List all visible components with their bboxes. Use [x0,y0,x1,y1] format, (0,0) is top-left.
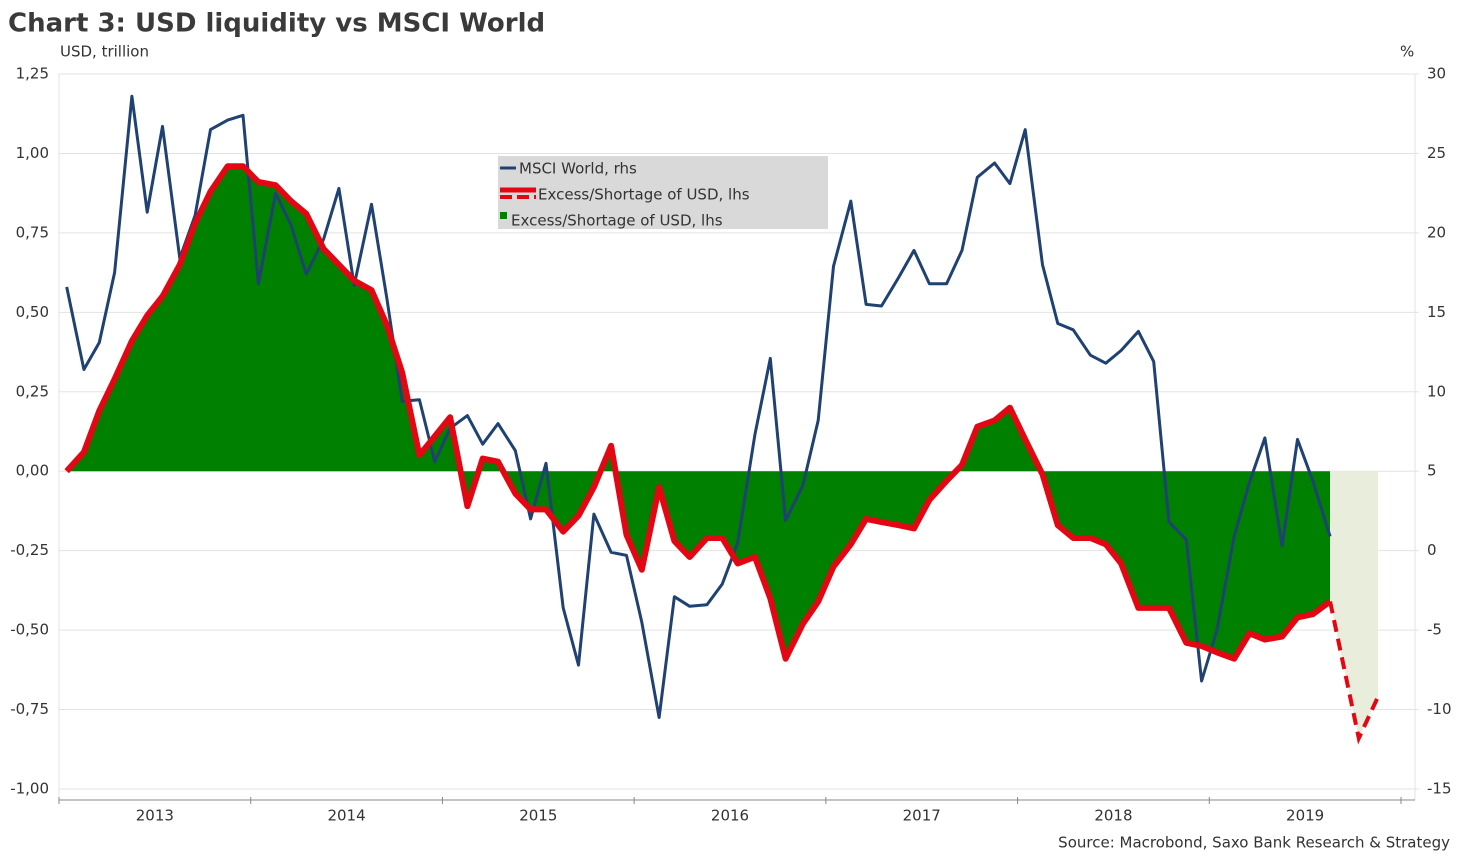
x-tick-label: 2015 [519,807,557,825]
line [64,163,1332,662]
y-tick-label: 0,50 [16,303,49,321]
y2-tick-label: 10 [1427,382,1446,400]
y-tick-label: -0,25 [10,541,49,559]
y2-tick-label: 25 [1427,144,1446,162]
y2-tick-label: -5 [1427,621,1442,639]
source-note: Source: Macrobond, Saxo Bank Research & … [1058,834,1450,852]
x-tick-label: 2018 [1094,807,1132,825]
y-tick-label: 0,75 [16,223,49,241]
y2-tick-label: 5 [1427,462,1437,480]
y-tick-label: 0,00 [16,462,49,480]
y2-axis-label: % [1400,43,1414,61]
y-tick-label: 1,25 [16,65,49,83]
x-tick-label: 2017 [903,807,941,825]
area [66,166,1331,659]
forecast-line [1328,601,1380,745]
x-tick-label: 2016 [711,807,749,825]
legend-label: Excess/Shortage of USD, lhs [538,186,750,204]
forecast-area [1330,471,1378,739]
x-tick-label: 2019 [1286,807,1324,825]
y2-tick-label: 0 [1427,541,1437,559]
y2-tick-label: 30 [1427,65,1446,83]
y2-tick-label: -15 [1427,780,1452,798]
y-tick-label: -1,00 [10,780,49,798]
plot-area [64,94,1380,745]
line [65,94,1332,719]
legend-label: MSCI World, rhs [519,160,637,178]
x-tick-label: 2014 [327,807,365,825]
x-tick-label: 2013 [136,807,174,825]
y2-tick-label: -10 [1427,700,1452,718]
legend-box [498,156,828,229]
y-tick-label: -0,75 [10,700,49,718]
y-tick-label: -0,50 [10,621,49,639]
y-axis-label: USD, trillion [60,43,149,61]
y2-tick-label: 20 [1427,223,1446,241]
legend-swatch [500,212,507,219]
legend-label: Excess/Shortage of USD, lhs [511,212,723,230]
legend: MSCI World, rhs Excess/Shortage of USD, l… [498,156,828,230]
chart-title: Chart 3: USD liquidity vs MSCI World [8,9,545,39]
y-tick-label: 0,25 [16,382,49,400]
y-tick-label: 1,00 [16,144,49,162]
y2-tick-label: 15 [1427,303,1446,321]
